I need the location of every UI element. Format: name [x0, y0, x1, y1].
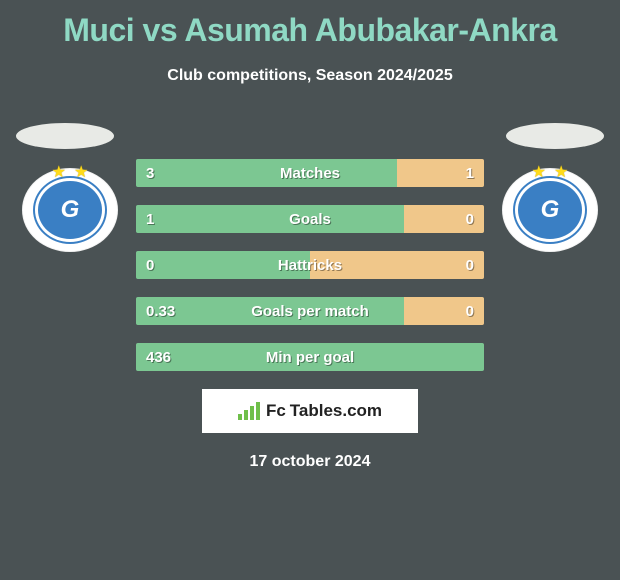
left-value: 0.33	[146, 303, 175, 320]
left-value: 436	[146, 349, 171, 366]
page-title: Muci vs Asumah Abubakar-Ankra	[0, 0, 620, 49]
stars-icon: ★★	[22, 162, 118, 182]
bar-right: 1	[397, 159, 484, 187]
date-footer: 17 october 2024	[0, 453, 620, 471]
stat-row: 10Goals	[136, 205, 484, 233]
right-value: 0	[466, 257, 474, 274]
bar-chart-icon	[238, 402, 260, 420]
stat-row: 436Min per goal	[136, 343, 484, 371]
right-club-logo: ★★ G	[500, 167, 600, 253]
right-value: 1	[466, 165, 474, 182]
bar-right: 0	[404, 297, 484, 325]
branding-suffix: Tables.com	[290, 401, 382, 421]
bar-left: 1	[136, 205, 404, 233]
right-value: 0	[466, 303, 474, 320]
bar-left: 3	[136, 159, 397, 187]
left-club-logo: ★★ G	[20, 167, 120, 253]
left-small-ellipse	[10, 113, 120, 159]
bar-left: 0.33	[136, 297, 404, 325]
left-value: 3	[146, 165, 154, 182]
right-value: 0	[466, 211, 474, 228]
bar-left: 436	[136, 343, 484, 371]
branding-badge: FcTables.com	[202, 389, 418, 433]
page-subtitle: Club competitions, Season 2024/2025	[0, 67, 620, 85]
comparison-area: ★★ G ★★ G 31Matches10Goals00Hattricks0.3…	[0, 113, 620, 471]
bar-left: 0	[136, 251, 310, 279]
stat-row: 31Matches	[136, 159, 484, 187]
stat-row: 00Hattricks	[136, 251, 484, 279]
club-monogram: G	[515, 178, 585, 242]
bar-right: 0	[310, 251, 484, 279]
stars-icon: ★★	[502, 162, 598, 182]
branding-prefix: Fc	[266, 401, 286, 421]
stat-row: 0.330Goals per match	[136, 297, 484, 325]
club-monogram: G	[35, 178, 105, 242]
left-value: 1	[146, 211, 154, 228]
stat-rows: 31Matches10Goals00Hattricks0.330Goals pe…	[136, 159, 484, 371]
left-value: 0	[146, 257, 154, 274]
bar-right: 0	[404, 205, 484, 233]
right-small-ellipse	[500, 113, 610, 159]
